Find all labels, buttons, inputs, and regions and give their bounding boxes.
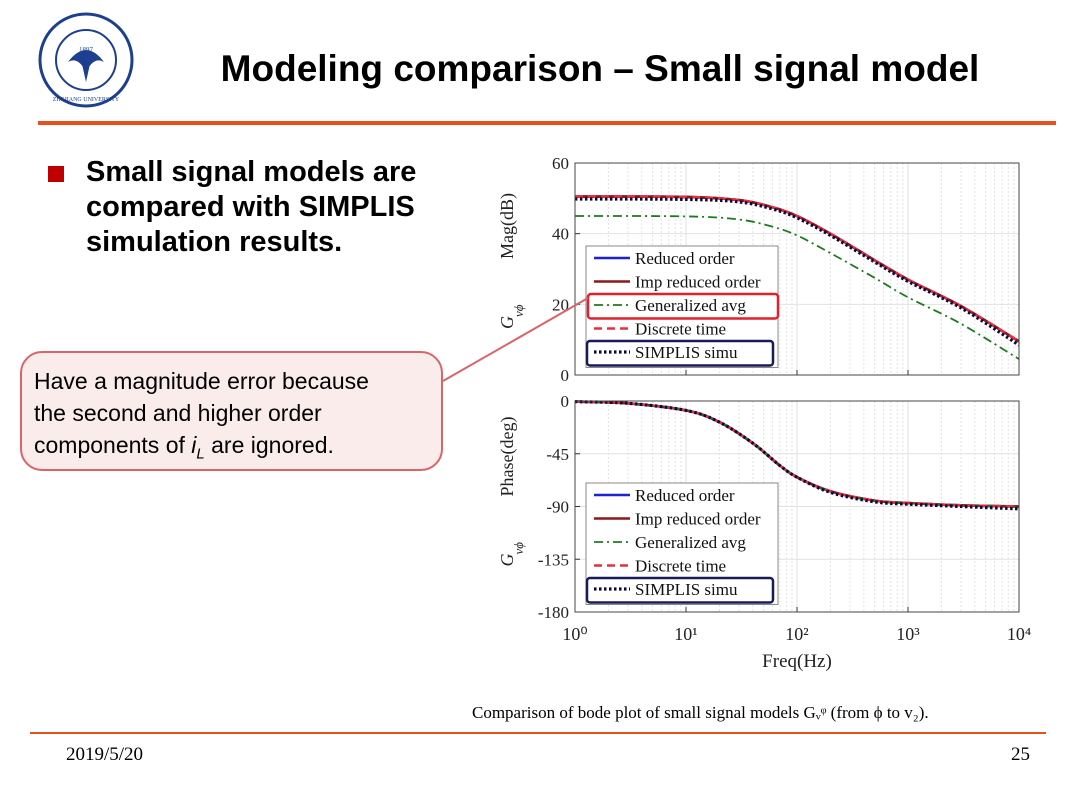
y-tick-label: 20 bbox=[552, 295, 569, 314]
x-tick-label: 10³ bbox=[896, 624, 920, 644]
figure-caption: Comparison of bode plot of small signal … bbox=[472, 703, 929, 722]
legend-box bbox=[585, 245, 779, 368]
y-axis-label: Phase(deg) bbox=[497, 417, 518, 497]
y-tick-label: 0 bbox=[561, 392, 570, 411]
legend-label: Generalized avg bbox=[635, 533, 746, 552]
legend-simplis-box bbox=[585, 339, 775, 367]
legend-label: Imp reduced order bbox=[635, 273, 761, 292]
callout-line: Have a magnitude error because bbox=[34, 368, 369, 394]
x-tick-label: 10¹ bbox=[674, 624, 697, 644]
y-tick-label: 60 bbox=[552, 154, 569, 173]
bullet-text: Small signal models are compared with SI… bbox=[86, 155, 466, 260]
page-number: 25 bbox=[1011, 744, 1030, 765]
footer-date: 2019/5/20 bbox=[66, 744, 144, 765]
y-axis-symbol: G bbox=[497, 554, 517, 567]
legend-label: Reduced order bbox=[635, 486, 735, 505]
y-tick-label: -135 bbox=[538, 550, 569, 569]
callout-pointer bbox=[442, 297, 589, 382]
y-tick-label: 40 bbox=[552, 225, 569, 244]
slide-title: Modeling comparison – Small signal model bbox=[220, 48, 980, 89]
callout-box: Have a magnitude error because the secon… bbox=[20, 351, 443, 471]
y-tick-label: 0 bbox=[561, 366, 570, 385]
y-axis-label: Mag(dB) bbox=[497, 193, 518, 259]
x-tick-label: 10⁴ bbox=[1007, 624, 1031, 644]
callout-line: the second and higher order bbox=[34, 400, 322, 426]
x-tick-label: 10⁰ bbox=[562, 624, 587, 644]
y-axis-symbol: G bbox=[497, 316, 517, 329]
footer-divider bbox=[30, 732, 1046, 734]
legend-highlight bbox=[586, 292, 780, 320]
bullet-line: simulation results. bbox=[86, 226, 343, 258]
y-tick-label: -90 bbox=[546, 498, 569, 517]
title-divider bbox=[38, 121, 1056, 125]
callout-line: components of iL are ignored. bbox=[34, 432, 334, 463]
y-tick-label: -180 bbox=[538, 603, 569, 622]
y-axis-symbol-sub: vϕ bbox=[511, 542, 526, 555]
plot-frame bbox=[574, 400, 1020, 613]
series-line bbox=[574, 215, 1020, 360]
bullet-line: compared with SIMPLIS bbox=[86, 191, 415, 223]
y-axis-symbol-sub: vϕ bbox=[511, 304, 526, 317]
legend-label: SIMPLIS simu bbox=[635, 580, 738, 599]
legend-simplis-box bbox=[585, 576, 775, 604]
series-line bbox=[574, 197, 1020, 347]
bullet-line: Small signal models are bbox=[86, 156, 417, 188]
x-tick-label: 10² bbox=[785, 624, 808, 644]
plot-frame bbox=[574, 162, 1020, 376]
legend-label: Discrete time bbox=[635, 557, 726, 576]
legend-label: SIMPLIS simu bbox=[635, 343, 738, 362]
bullet-marker bbox=[48, 166, 64, 182]
university-logo: 1897 ZHEJIANG UNIVERSITY bbox=[38, 12, 134, 108]
magnitude-panel: 0 20 40 60 Reduced order Imp reduced order Gen… bbox=[497, 154, 1020, 385]
x-axis-label: Freq(Hz) bbox=[762, 651, 832, 672]
phase-panel: -180 -135 -90 -45 0 10⁰ 10¹ 10² 10³ 10⁴ Reduced or… bbox=[497, 392, 1031, 672]
svg-text:ZHEJIANG UNIVERSITY: ZHEJIANG UNIVERSITY bbox=[53, 97, 120, 103]
legend-label: Generalized avg bbox=[635, 296, 746, 315]
legend-label: Discrete time bbox=[635, 320, 726, 339]
svg-text:1897: 1897 bbox=[79, 46, 94, 54]
legend-label: Reduced order bbox=[635, 249, 735, 268]
legend-label: Imp reduced order bbox=[635, 510, 761, 529]
series-line bbox=[574, 400, 1020, 511]
legend-box bbox=[585, 482, 779, 605]
y-tick-label: -45 bbox=[546, 445, 569, 464]
annotations bbox=[442, 297, 589, 382]
